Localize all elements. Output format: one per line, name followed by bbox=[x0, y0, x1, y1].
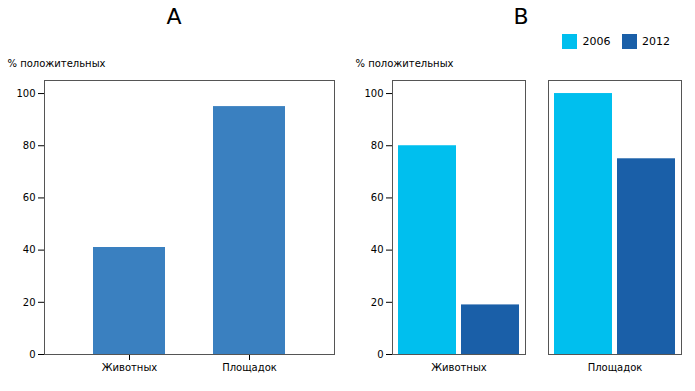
svg-text:100: 100 bbox=[364, 88, 383, 99]
svg-text:0: 0 bbox=[377, 349, 383, 360]
svg-text:80: 80 bbox=[371, 140, 384, 151]
svg-text:Площадок: Площадок bbox=[588, 362, 643, 373]
svg-text:80: 80 bbox=[23, 140, 36, 151]
svg-text:% положительных: % положительных bbox=[356, 58, 454, 69]
svg-text:Площадок: Площадок bbox=[222, 362, 277, 373]
svg-text:0: 0 bbox=[29, 349, 35, 360]
html-text:2006: 2006 bbox=[582, 34, 611, 48]
svg-text:60: 60 bbox=[23, 192, 36, 203]
svg-text:40: 40 bbox=[23, 244, 36, 255]
svg-text:20: 20 bbox=[371, 297, 384, 308]
svg-text:% положительных: % положительных bbox=[8, 58, 106, 69]
svg-text:Животных: Животных bbox=[431, 362, 487, 373]
svg-text:40: 40 bbox=[371, 244, 384, 255]
svg-text:100: 100 bbox=[16, 88, 35, 99]
svg-text:20: 20 bbox=[23, 297, 36, 308]
html-text:2012: 2012 bbox=[642, 34, 670, 48]
html-text:B: B bbox=[513, 4, 529, 29]
html-text:A: A bbox=[166, 4, 182, 29]
svg-text:Животных: Животных bbox=[102, 362, 158, 373]
svg-text:60: 60 bbox=[371, 192, 384, 203]
